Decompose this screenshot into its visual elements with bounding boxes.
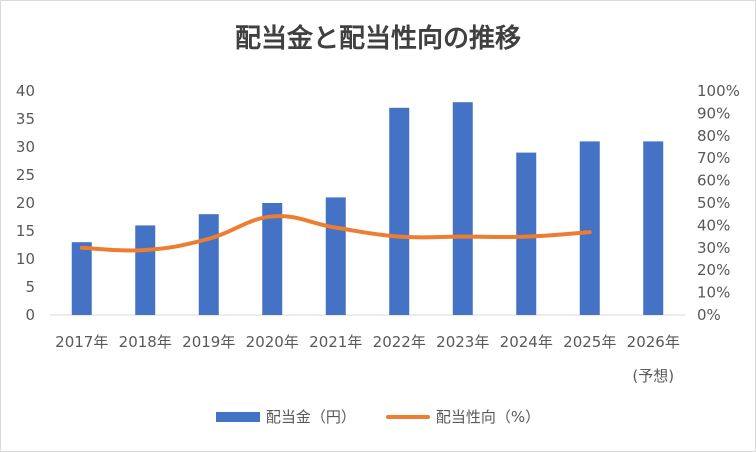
left-tick-label: 35	[16, 110, 35, 128]
bar-2021年	[325, 197, 346, 315]
bar-2025年	[579, 141, 600, 315]
bar-2026年	[643, 141, 664, 315]
x-tick-label: 2021年	[309, 333, 362, 351]
bar-2024年	[516, 152, 537, 315]
bar-2022年	[389, 107, 410, 315]
left-tick-label: 5	[25, 278, 35, 296]
legend-item-payout-ratio: 配当性向（%）	[385, 406, 541, 427]
x-tick-label: 2026年	[627, 333, 680, 351]
left-tick-label: 20	[16, 194, 35, 212]
right-tick-label: 40%	[697, 216, 730, 234]
line-point-2024年	[525, 236, 527, 238]
x-tick-label: 2017年	[55, 333, 108, 351]
left-axis-ticks: 0 5 10 15 20 25 30 35 40	[16, 82, 35, 324]
line-point-2020年	[271, 215, 273, 217]
line-point-2019年	[208, 238, 210, 240]
left-tick-label: 10	[16, 250, 35, 268]
bar-2020年	[262, 203, 283, 315]
legend-line-swatch	[385, 414, 430, 419]
x-tick-sublabel: (予想)	[632, 367, 674, 385]
x-tick-label: 2020年	[246, 333, 299, 351]
right-tick-label: 80%	[697, 127, 730, 145]
legend-label-payout-ratio: 配当性向（%）	[435, 408, 541, 426]
right-tick-label: 20%	[697, 261, 730, 279]
right-tick-label: 30%	[697, 239, 730, 257]
bar-2017年	[71, 242, 92, 315]
bar-2018年	[135, 225, 156, 315]
bar-2023年	[452, 102, 473, 315]
right-tick-label: 10%	[697, 284, 730, 302]
line-point-2025年	[589, 231, 591, 233]
chart-title: 配当金と配当性向の推移	[234, 24, 521, 54]
right-tick-label: 60%	[697, 172, 730, 190]
legend-bar-swatch	[215, 411, 260, 422]
right-tick-label: 0%	[697, 306, 721, 324]
x-tick-label: 2024年	[500, 333, 553, 351]
legend-label-dividend: 配当金（円）	[265, 408, 356, 426]
x-tick-label: 2023年	[436, 333, 489, 351]
right-axis-ticks: 0% 10% 20% 30% 40% 50% 60% 70% 80% 90% 100%	[697, 82, 740, 324]
x-tick-label: 2025年	[563, 333, 616, 351]
right-tick-label: 50%	[697, 194, 730, 212]
line-point-2022年	[398, 236, 400, 238]
left-tick-label: 0	[25, 306, 35, 324]
right-tick-label: 70%	[697, 149, 730, 167]
x-tick-label: 2019年	[182, 333, 235, 351]
legend: 配当金（円） 配当性向（%）	[0, 406, 756, 427]
line-point-2017年	[81, 247, 83, 249]
x-tick-label: 2018年	[119, 333, 172, 351]
right-tick-label: 90%	[697, 104, 730, 122]
line-point-2021年	[335, 227, 337, 229]
right-tick-label: 100%	[697, 82, 740, 100]
bar-series	[71, 102, 664, 315]
x-axis-ticks: 2017年 2018年 2019年 2020年 2021年 2022年 2023年 2024年…	[55, 333, 680, 385]
left-tick-label: 40	[16, 82, 35, 100]
line-point-2018年	[144, 249, 146, 251]
left-tick-label: 25	[16, 166, 35, 184]
x-tick-label: 2022年	[373, 333, 426, 351]
line-series	[79, 214, 592, 253]
left-tick-label: 15	[16, 222, 35, 240]
line-point-2023年	[462, 236, 464, 238]
bar-2019年	[198, 214, 219, 315]
legend-item-dividend: 配当金（円）	[215, 406, 356, 427]
left-tick-label: 30	[16, 138, 35, 156]
